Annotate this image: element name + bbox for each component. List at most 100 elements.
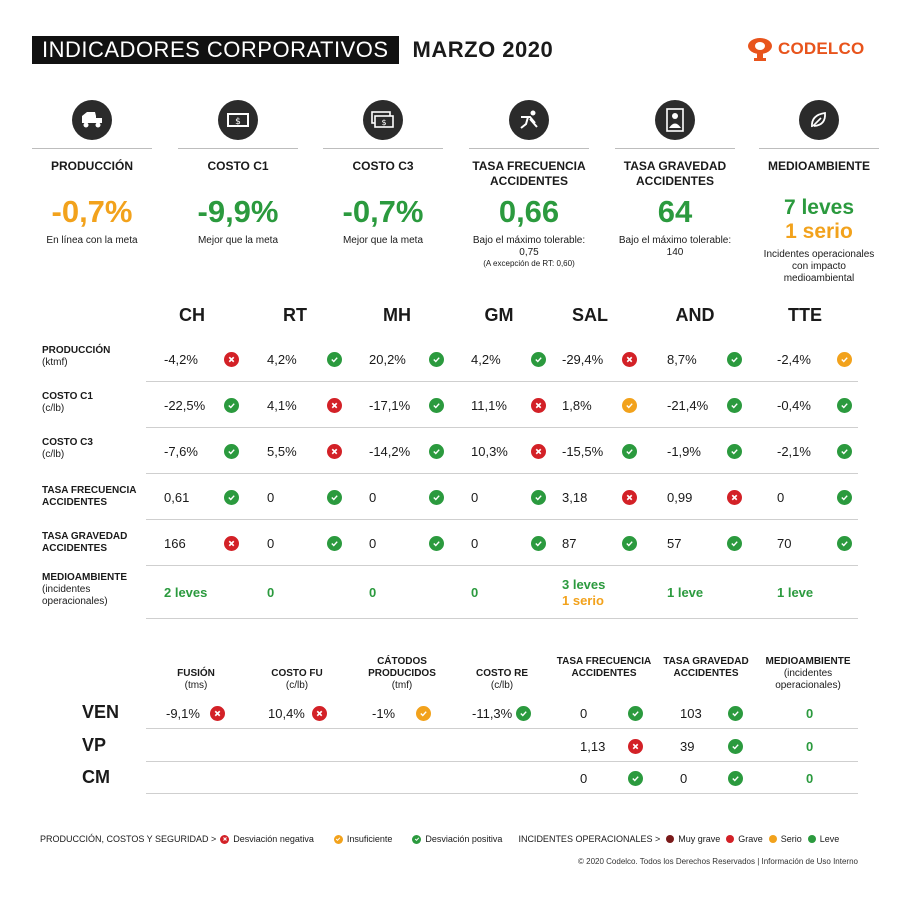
- table-cell: -14,2%: [369, 428, 444, 474]
- cell-value: 0: [267, 489, 275, 505]
- logo-text: CODELCO: [778, 39, 865, 58]
- table-cell: -1,9%: [667, 428, 742, 474]
- table-cell: 57: [667, 520, 742, 566]
- table-cell: -22,5%: [164, 382, 239, 428]
- kpi-summary: PRODUCCIÓN -0,7% En línea con la meta $ COST…: [32, 100, 879, 284]
- cell-value: -9,1%: [166, 706, 200, 721]
- table-cell: 0: [806, 731, 813, 762]
- cell-value: 39: [680, 739, 695, 754]
- table-cell: 11,1%: [471, 382, 546, 428]
- row-divider: [146, 565, 858, 566]
- cell-value: -15,5%: [562, 443, 604, 459]
- kpi-divider: [178, 148, 298, 149]
- table-cell: 8,7%: [667, 336, 742, 382]
- table-cell: -4,2%: [164, 336, 239, 382]
- cross-icon: [224, 535, 239, 551]
- table-cell: 1,8%: [562, 382, 637, 428]
- column-header-text: TASA FRECUENCIA ACCIDENTES: [556, 656, 652, 679]
- division-header: GM: [484, 305, 514, 325]
- cell-value: 4,1%: [267, 397, 297, 413]
- table-cell: 0: [580, 763, 643, 794]
- check-icon: [429, 351, 444, 367]
- table-cell: 0: [267, 520, 342, 566]
- cell-value: -7,6%: [164, 443, 198, 459]
- column-header: FUSIÓN (tms): [148, 668, 244, 692]
- env-value: 2 leves: [164, 585, 207, 601]
- cross-icon: [327, 397, 342, 413]
- kpi-divider: [32, 148, 152, 149]
- table-cell: 39: [680, 731, 743, 762]
- table-cell: 0: [267, 474, 342, 520]
- env-value: 0: [267, 585, 274, 601]
- kpi-note: Mejor que la meta: [342, 235, 424, 246]
- env-value-primary: 1 leve: [777, 584, 814, 600]
- env-value: 3 leves 1 serio: [562, 577, 605, 609]
- cross-icon: [210, 706, 225, 721]
- row-label-text: MEDIOAMBIENTE: [42, 572, 127, 583]
- kpi-divider: [323, 148, 443, 149]
- row-label-unit: (c/lb): [42, 403, 65, 414]
- table-cell: -0,4%: [777, 382, 852, 428]
- cross-icon: [727, 489, 742, 505]
- kpi-label: TASA FRECUENCIA ACCIDENTES: [472, 159, 586, 188]
- env-value-primary: 0: [369, 584, 377, 600]
- legend-grave: Grave: [738, 834, 763, 844]
- table-cell: 103: [680, 698, 743, 729]
- cell-value: 10,4%: [268, 706, 305, 721]
- warning-icon: [837, 351, 852, 367]
- env-value: 0: [471, 585, 478, 601]
- kpi-4: TASA FRECUENCIA ACCIDENTES 0,66 Bajo el má…: [469, 100, 589, 269]
- table-cell: 0: [580, 698, 643, 729]
- kpi-label: TASA GRAVEDAD ACCIDENTES: [623, 159, 727, 188]
- division-header: AND: [675, 305, 715, 325]
- check-icon: [622, 535, 637, 551]
- cross-icon: [628, 739, 643, 754]
- kpi-5: TASA GRAVEDAD ACCIDENTES 64 Bajo el máximo…: [615, 100, 735, 259]
- cell-value: 0: [267, 535, 275, 551]
- table-cell: -9,1%: [166, 698, 225, 729]
- env-value: 0: [369, 585, 376, 601]
- table-cell: -21,4%: [667, 382, 742, 428]
- kpi-value: 0,66: [498, 194, 560, 229]
- column-header: COSTO RE (c/lb): [454, 668, 550, 692]
- column-header-unit: (tms): [184, 680, 208, 691]
- env-value-secondary: 1 serio: [562, 592, 604, 608]
- cell-value: -29,4%: [562, 351, 604, 367]
- cell-value: -4,2%: [164, 351, 198, 367]
- row-label-text: ACCIDENTES: [42, 543, 108, 554]
- row-label: MEDIOAMBIENTE (incidentes operacionales): [42, 572, 132, 608]
- legend-insufficient: Insuficiente: [346, 834, 393, 844]
- row-label: TASA GRAVEDAD ACCIDENTES: [42, 531, 127, 555]
- cell-value: 4,2%: [267, 351, 297, 367]
- row-divider: [146, 793, 858, 794]
- cell-value: -2,4%: [777, 351, 811, 367]
- cell-value: 1,13: [580, 739, 606, 754]
- warning-icon: [622, 397, 637, 413]
- table-cell: -17,1%: [369, 382, 444, 428]
- cell-value: 0,99: [667, 489, 693, 505]
- kpi-note: Mejor que la meta: [197, 235, 279, 246]
- check-icon: [224, 489, 239, 505]
- codelco-logo: CODELCO: [746, 36, 864, 62]
- cell-value: -14,2%: [369, 443, 411, 459]
- table-cell: 87: [562, 520, 637, 566]
- row-divider: [146, 761, 858, 762]
- row-divider: [146, 427, 858, 428]
- check-icon: [622, 443, 637, 459]
- table-cell: 0: [806, 763, 813, 794]
- check-icon: [837, 535, 852, 551]
- check-icon: [727, 443, 742, 459]
- very-serious-dot: [666, 835, 675, 843]
- check-icon: [327, 535, 342, 551]
- table-cell: 1,13: [580, 731, 643, 762]
- table-cell: -7,6%: [164, 428, 239, 474]
- cell-value: -1%: [372, 706, 396, 721]
- kpi-value: 7 leves: [783, 196, 855, 219]
- legend: PRODUCCIÓN, COSTOS Y SEGURIDAD > Desviac…: [40, 834, 839, 844]
- cell-value: 1,8%: [562, 397, 592, 413]
- plant-label: VEN: [82, 702, 120, 722]
- svg-text:$: $: [235, 117, 241, 127]
- cell-value: -0,4%: [777, 397, 811, 413]
- division-header: MH: [383, 305, 411, 325]
- column-header: CÁTODOS PRODUCIDOS (tmf): [354, 656, 450, 692]
